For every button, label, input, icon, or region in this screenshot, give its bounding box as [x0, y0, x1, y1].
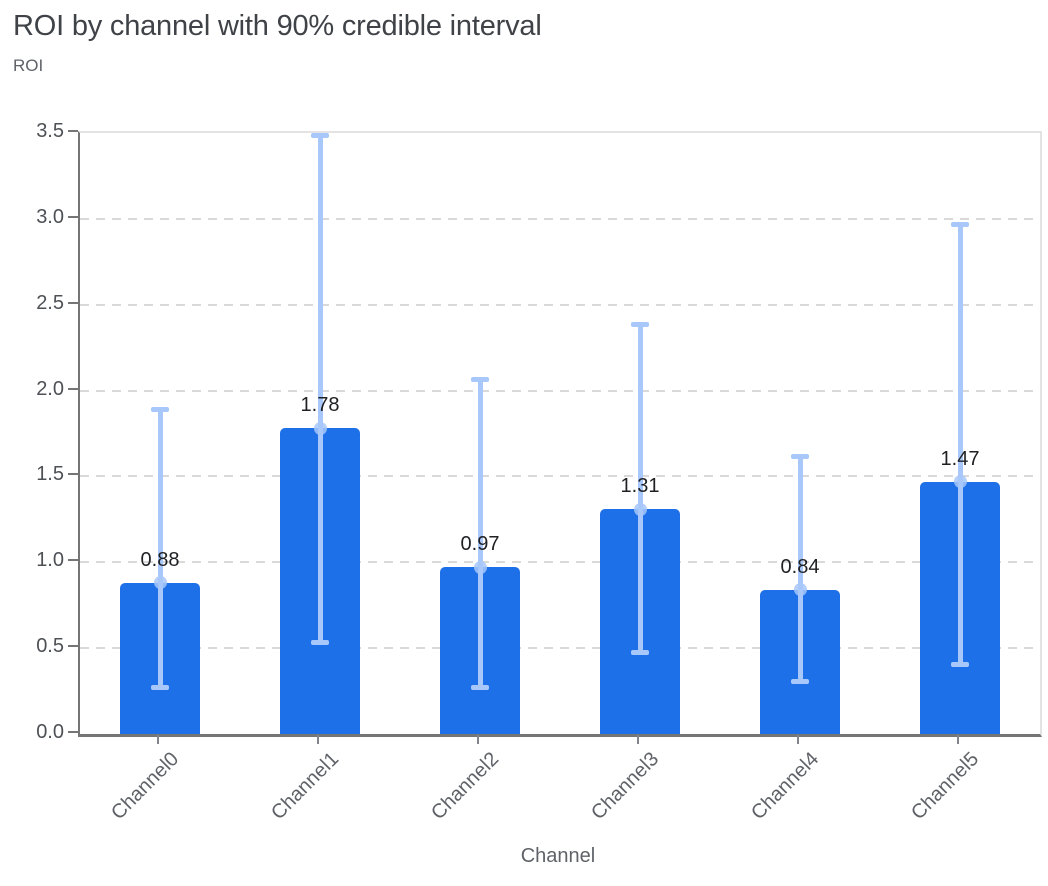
x-tick-label-channel3: Channel3 [587, 748, 664, 825]
error-bar-line-channel0 [157, 409, 163, 688]
error-bar-line-channel3 [637, 323, 643, 654]
error-bar-mean-marker-channel0 [153, 576, 167, 590]
y-tick-label: 0.5 [36, 635, 64, 658]
error-bar-cap-bottom-channel5 [951, 662, 969, 668]
error-bar-mean-marker-channel1 [313, 421, 327, 435]
gridline [80, 303, 1040, 306]
error-bar-line-channel2 [477, 378, 483, 688]
y-tick-label: 3.5 [36, 120, 64, 142]
x-tick-label-channel1: Channel1 [267, 748, 344, 825]
error-bar-cap-bottom-channel0 [151, 684, 169, 690]
y-tick-mark [68, 731, 78, 733]
gridline [80, 647, 1040, 650]
y-tick-mark [68, 215, 78, 218]
y-tick-label: 1.5 [36, 463, 64, 486]
error-bar-mean-marker-channel2 [473, 560, 487, 574]
x-tick-label-channel5: Channel5 [907, 748, 984, 825]
error-bar-cap-top-channel0 [151, 407, 169, 413]
bar-value-label-channel3: 1.31 [620, 475, 660, 498]
error-bar-line-channel5 [957, 224, 963, 666]
x-tick-mark-channel2 [477, 735, 479, 744]
x-tick-label-channel2: Channel2 [427, 748, 504, 825]
y-tick-label: 2.5 [36, 291, 64, 314]
error-bar-cap-top-channel1 [311, 132, 329, 138]
chart-title: ROI by channel with 90% credible interva… [13, 10, 542, 42]
y-tick-mark [68, 645, 78, 648]
y-axis-title: ROI [13, 56, 44, 75]
gridline [80, 475, 1040, 478]
x-tick-mark-channel0 [157, 735, 159, 744]
x-tick-mark-channel5 [957, 735, 959, 744]
error-bar-cap-top-channel4 [791, 453, 809, 459]
y-tick-mark [68, 387, 78, 390]
y-tick-mark [68, 130, 78, 132]
y-tick-label: 3.0 [36, 205, 64, 228]
error-bar-cap-top-channel5 [951, 222, 969, 227]
error-bar-cap-bottom-channel3 [631, 650, 649, 656]
y-tick-mark [68, 473, 78, 476]
bar-value-label-channel4: 0.84 [780, 555, 820, 578]
gridline [80, 217, 1040, 220]
plot-area: 0.88 1.78 0.97 1.31 0.84 1.47 [78, 131, 1042, 737]
error-bar-cap-bottom-channel1 [311, 639, 329, 645]
x-tick-mark-channel1 [317, 735, 319, 744]
bar-value-label-channel0: 0.88 [140, 548, 180, 571]
x-tick-mark-channel4 [797, 735, 799, 744]
gridline [80, 561, 1040, 564]
x-tick-label-channel4: Channel4 [747, 748, 824, 825]
y-tick-mark [68, 559, 78, 562]
error-bar-cap-bottom-channel4 [791, 679, 809, 685]
y-tick-label: 1.0 [36, 549, 64, 572]
y-tick-label: 2.0 [36, 377, 64, 400]
error-bar-mean-marker-channel5 [953, 475, 967, 489]
x-tick-label-channel0: Channel0 [107, 748, 184, 825]
x-axis-title: Channel [520, 845, 596, 867]
error-bar-mean-marker-channel4 [793, 583, 807, 597]
error-bar-cap-bottom-channel2 [471, 684, 489, 690]
bar-value-label-channel1: 1.78 [300, 394, 340, 417]
y-tick-label: 0.0 [36, 721, 64, 743]
error-bar-cap-top-channel2 [471, 376, 489, 382]
bar-value-label-channel2: 0.97 [460, 533, 500, 556]
error-bar-line-channel1 [317, 134, 323, 643]
bar-value-label-channel5: 1.47 [940, 447, 980, 470]
y-tick-mark [68, 301, 78, 304]
gridline [80, 389, 1040, 392]
error-bar-line-channel4 [797, 455, 803, 683]
x-tick-mark-channel3 [637, 735, 639, 744]
error-bar-mean-marker-channel3 [633, 502, 647, 516]
error-bar-cap-top-channel3 [631, 321, 649, 327]
